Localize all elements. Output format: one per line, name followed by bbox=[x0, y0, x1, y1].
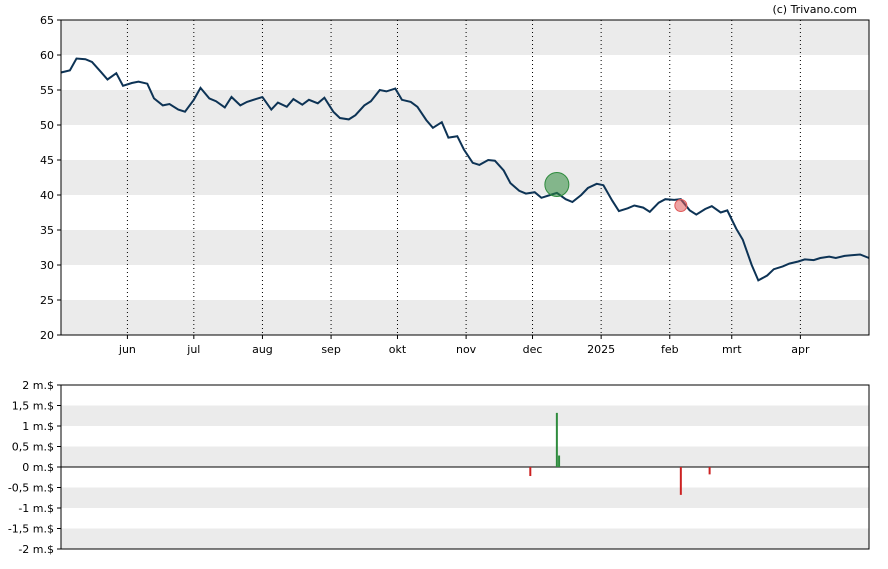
price-line bbox=[60, 57, 870, 282]
price-x-tick-label: nov bbox=[456, 343, 477, 356]
price-y-tick-label: 25 bbox=[40, 294, 54, 307]
volume-plot-frame bbox=[60, 384, 870, 550]
price-y-tick-label: 60 bbox=[40, 49, 54, 62]
volume-bands bbox=[61, 405, 869, 549]
volume-band bbox=[61, 487, 869, 508]
volume-band bbox=[61, 446, 869, 467]
price-x-tick-label: 2025 bbox=[587, 343, 615, 356]
price-x-tick-label: dec bbox=[523, 343, 543, 356]
price-plot-frame bbox=[60, 19, 870, 336]
volume-y-tick-label: -1 m.$ bbox=[18, 502, 54, 515]
price-y-tick-label: 45 bbox=[40, 154, 54, 167]
price-x-ticks: jun jul aug sep okt nov dec 2025 feb mrt apr bbox=[118, 335, 810, 356]
volume-band bbox=[61, 405, 869, 426]
copyright-label: (c) Trivano.com bbox=[772, 3, 857, 16]
volume-y-tick-label: 0 m.$ bbox=[22, 461, 54, 474]
price-y-tick-label: 55 bbox=[40, 84, 54, 97]
price-y-tick-label: 20 bbox=[40, 329, 54, 342]
volume-y-tick-label: 1,5 m.$ bbox=[12, 400, 54, 413]
price-marker bbox=[674, 199, 688, 212]
price-band bbox=[61, 160, 869, 195]
price-y-tick-label: 40 bbox=[40, 189, 54, 202]
price-band bbox=[61, 20, 869, 55]
volume-y-tick-label: -0,5 m.$ bbox=[8, 482, 54, 495]
volume-y-tick-label: -2 m.$ bbox=[18, 543, 54, 556]
price-x-tick-label: sep bbox=[321, 343, 340, 356]
price-band bbox=[61, 300, 869, 335]
price-x-tick-label: mrt bbox=[722, 343, 742, 356]
price-y-tick-label: 30 bbox=[40, 259, 54, 272]
price-y-tick-label: 65 bbox=[40, 14, 54, 27]
price-x-tick-label: okt bbox=[389, 343, 407, 356]
volume-y-tick-label: 2 m.$ bbox=[22, 379, 54, 392]
volume-band bbox=[61, 528, 869, 549]
volume-bars bbox=[529, 412, 711, 495]
price-band bbox=[61, 90, 869, 125]
price-bands bbox=[61, 20, 869, 335]
price-band bbox=[61, 230, 869, 265]
price-markers bbox=[544, 172, 688, 212]
price-y-ticks: 20 25 30 35 40 45 50 55 60 65 bbox=[40, 14, 61, 342]
price-x-tick-label: jun bbox=[118, 343, 136, 356]
price-x-tick-label: aug bbox=[252, 343, 273, 356]
price-y-tick-label: 50 bbox=[40, 119, 54, 132]
volume-y-ticks: -2 m.$ -1,5 m.$ -1 m.$ -0,5 m.$ 0 m.$ 0,5 m.$… bbox=[8, 379, 61, 556]
price-x-tick-label: apr bbox=[791, 343, 810, 356]
price-y-tick-label: 35 bbox=[40, 224, 54, 237]
volume-y-tick-label: -1,5 m.$ bbox=[8, 523, 54, 536]
volume-y-tick-label: 0,5 m.$ bbox=[12, 441, 54, 454]
price-x-tick-label: jul bbox=[186, 343, 200, 356]
price-vertical-grid bbox=[126, 20, 801, 335]
price-marker bbox=[544, 172, 570, 197]
price-x-tick-label: feb bbox=[661, 343, 679, 356]
volume-y-tick-label: 1 m.$ bbox=[22, 420, 54, 433]
